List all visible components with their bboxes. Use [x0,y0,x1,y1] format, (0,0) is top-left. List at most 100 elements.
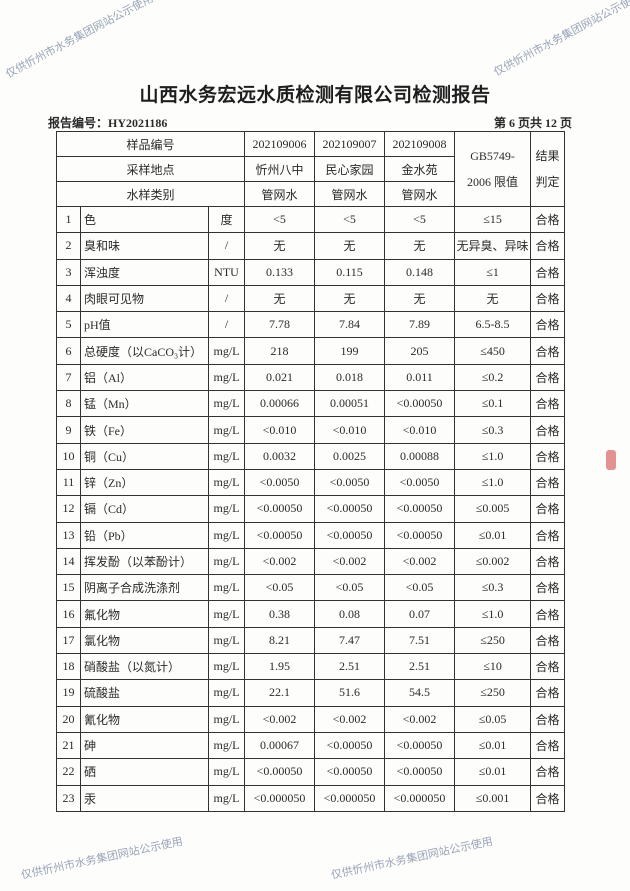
row-number: 21 [56,731,81,760]
value-sample-2: 0.115 [314,258,386,286]
row-number: 10 [56,442,81,470]
value-sample-2: <0.0050 [314,468,386,497]
result: 合格 [530,731,566,760]
item-name: 铝（Al） [80,363,209,392]
table-row: 7 铝（Al） mg/L 0.021 0.018 0.011 ≤0.2 合格 [56,363,566,392]
result: 合格 [530,521,566,549]
table-row: 9 铁（Fe） mg/L <0.010 <0.010 <0.010 ≤0.3 合格 [56,416,566,444]
limit: ≤15 [454,205,532,234]
result: 合格 [530,495,566,523]
unit: mg/L [207,468,246,497]
limit: ≤1.0 [454,600,532,628]
unit: mg/L [207,363,246,392]
item-name: 砷 [80,731,209,760]
unit: mg/L [207,442,246,470]
row-number: 23 [56,784,81,812]
watermark: 仅供忻州市水务集团网站公示使用 [19,834,184,882]
limit: ≤450 [454,337,532,365]
value-sample-1: 0.38 [244,600,316,628]
table-row: 15 阴离子合成洗涤剂 mg/L <0.05 <0.05 <0.05 ≤0.3 合格 [56,574,566,602]
table-row: 1 色度 <5 <5 <5 ≤15 合格 [56,205,566,234]
value-sample-2: 199 [314,337,386,365]
sample-type: 管网水 [244,181,316,207]
value-sample-3: 0.011 [384,363,456,392]
table-row: 8 锰（Mn） mg/L 0.00066 0.00051 <0.00050 ≤0.1 合格 [56,390,566,418]
row-number: 5 [56,311,81,339]
item-name: 硫酸盐 [80,679,209,707]
value-sample-1: <0.00050 [244,495,316,523]
unit: mg/L [207,705,246,733]
value-sample-3: <5 [384,205,456,234]
result-header: 结果判定 [530,131,566,207]
row-number: 12 [56,495,81,523]
unit: mg/L [207,758,246,786]
item-name: 臭和味 [80,232,209,260]
limit: ≤0.01 [454,731,532,760]
table-row: 4 肉眼可见物 / 无无无无合格 [56,284,566,313]
unit: / [207,232,246,260]
value-sample-1: 0.021 [244,363,316,392]
unit: 度 [207,205,246,234]
value-sample-1: 8.21 [244,626,316,655]
limit: ≤0.001 [454,784,532,812]
result: 合格 [530,284,566,313]
value-sample-1: 无 [244,232,316,260]
result: 合格 [530,705,566,733]
item-name: 硒 [80,758,209,786]
item-name: 阴离子合成洗涤剂 [80,574,209,602]
limit: ≤0.3 [454,416,532,444]
location-label: 采样地点 [55,156,246,182]
value-sample-3: <0.05 [384,574,456,602]
report-number: 报告编号：HY2021186 [48,116,168,130]
value-sample-3: 205 [384,337,456,365]
result: 合格 [530,337,566,365]
value-sample-2: <5 [314,205,386,234]
row-number: 14 [56,547,81,576]
unit: mg/L [207,495,246,523]
header-row-type: 水样类别 管网水 管网水 管网水 [55,181,565,207]
row-number: 6 [56,337,81,365]
result: 合格 [530,547,566,576]
value-sample-2: <0.05 [314,574,386,602]
item-name: 肉眼可见物 [80,284,209,313]
header-row-sample-no: 样品编号 202109006 202109007 202109008 GB574… [55,131,566,207]
row-number: 3 [56,258,81,286]
table-row: 14 挥发酚（以苯酚计） mg/L <0.002 <0.002 <0.002 ≤0.002 合… [56,547,566,576]
item-name: 锌（Zn） [80,468,209,497]
result: 合格 [530,468,566,497]
sample-location: 民心家园 [314,156,386,182]
unit: / [207,311,246,339]
unit: mg/L [207,626,246,655]
result: 合格 [530,390,566,418]
result: 合格 [530,416,566,444]
row-number: 8 [56,390,81,418]
value-sample-2: 0.00051 [314,390,386,418]
result: 合格 [530,574,566,602]
unit: mg/L [207,679,246,707]
limit: ≤1.0 [454,468,532,497]
value-sample-1: <0.00050 [244,521,316,549]
result: 合格 [530,653,566,681]
item-name: pH值 [80,311,209,339]
item-name: 铁（Fe） [80,416,209,444]
value-sample-3: <0.00050 [384,758,456,786]
value-sample-3: 0.07 [384,600,456,628]
table-row: 10 铜（Cu） mg/L 0.0032 0.0025 0.00088 ≤1.0 合格 [56,442,566,470]
item-name: 铅（Pb） [80,521,209,549]
value-sample-3: <0.00050 [384,495,456,523]
row-number: 4 [56,284,81,313]
result: 合格 [530,758,566,786]
table-row: 5 pH值/7.78 7.84 7.89 6.5-8.5 合格 [56,311,566,339]
limit: ≤0.005 [454,495,532,523]
sample-no: 202109006 [244,131,316,157]
item-name: 氯化物 [80,626,209,655]
limit: ≤0.01 [454,758,532,786]
watermark: 仅供忻州市水务集团网站公示使用 [329,834,494,882]
row-number: 18 [56,653,81,681]
value-sample-1: <0.002 [244,547,316,576]
limit: ≤0.1 [454,390,532,418]
value-sample-2: <0.002 [314,705,386,733]
item-name: 氰化物 [80,705,209,733]
item-name: 铜（Cu） [80,442,209,470]
value-sample-3: <0.002 [384,547,456,576]
